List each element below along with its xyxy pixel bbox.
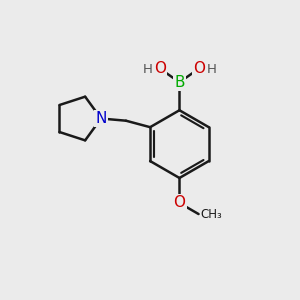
Text: N: N — [95, 111, 107, 126]
Text: O: O — [173, 196, 185, 211]
Text: B: B — [174, 75, 185, 90]
Text: CH₃: CH₃ — [200, 208, 222, 220]
Text: H: H — [142, 63, 152, 76]
Text: H: H — [207, 63, 217, 76]
Text: O: O — [193, 61, 205, 76]
Text: O: O — [154, 61, 166, 76]
